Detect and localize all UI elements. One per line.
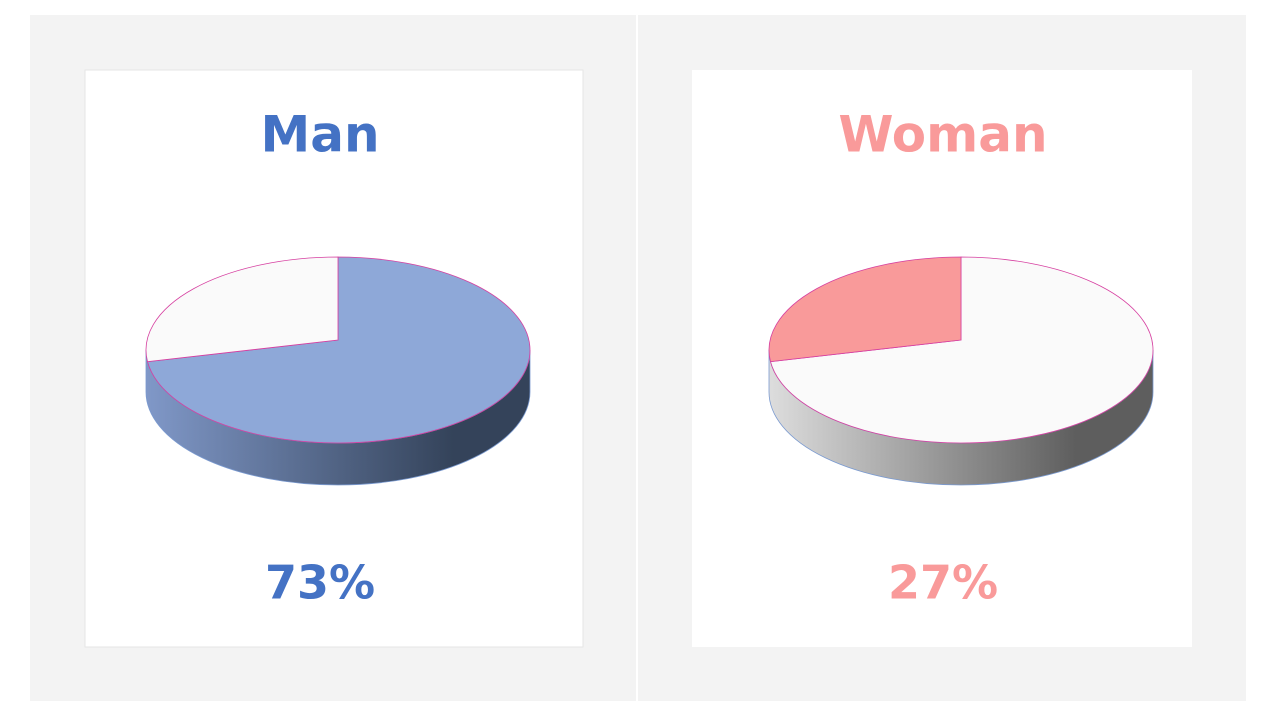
pie-slice [770, 256, 1154, 444]
data-label: 73% [265, 556, 375, 610]
pie-slice [145, 256, 339, 363]
data-label: 27% [888, 556, 998, 610]
chart-title: Man [260, 106, 379, 164]
pie-slice [147, 256, 531, 444]
chart-title: Woman [838, 106, 1047, 164]
pie-slice [768, 256, 962, 363]
